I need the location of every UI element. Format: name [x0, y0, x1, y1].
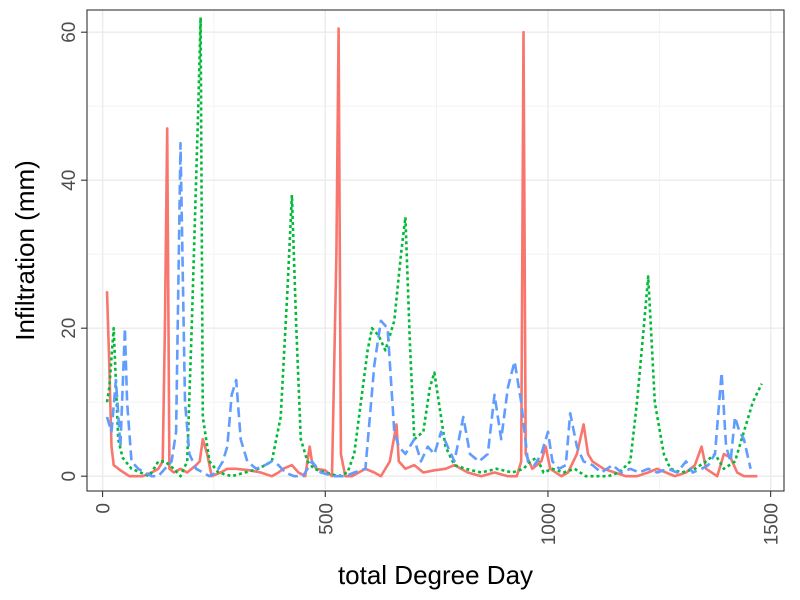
x-tick-label: 1000	[539, 503, 560, 545]
x-axis-ticks: 0 500 1000 1500	[94, 491, 783, 545]
x-axis-title: total Degree Day	[338, 560, 533, 590]
series-layer	[105, 16, 763, 478]
y-tick-label: 0	[59, 471, 80, 482]
panel-border	[86, 9, 785, 492]
y-tick-label: 20	[59, 318, 80, 339]
x-tick-label: 0	[94, 503, 115, 514]
series-line-1	[105, 27, 758, 478]
y-axis-title: Infiltration (mm)	[10, 160, 40, 341]
grid-major	[87, 10, 784, 491]
y-axis-ticks: 0 20 40 60	[59, 22, 87, 482]
series-line-3	[105, 141, 752, 478]
y-tick-label: 60	[59, 22, 80, 43]
x-tick-label: 500	[316, 503, 337, 535]
x-tick-label: 1500	[762, 503, 783, 545]
y-tick-label: 40	[59, 170, 80, 191]
